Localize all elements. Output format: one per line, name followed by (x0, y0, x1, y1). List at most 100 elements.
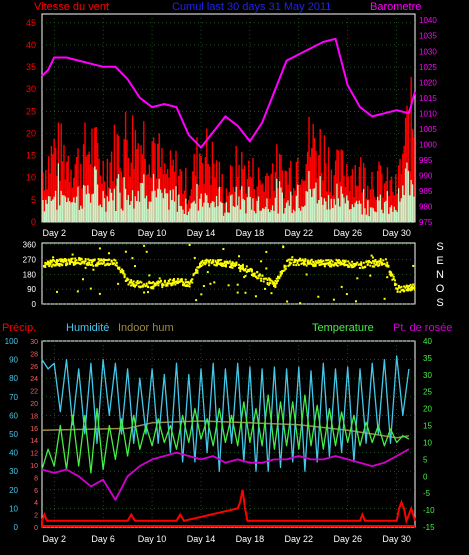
temp-tick-label: 35 (423, 354, 432, 363)
dir-point (106, 262, 109, 265)
dir-point (231, 262, 234, 265)
x-tick-label: Day 10 (138, 534, 167, 544)
dir-point (280, 270, 283, 273)
wind-tick-label: 20 (26, 128, 36, 138)
dir-point (342, 259, 344, 262)
dir-point (253, 274, 256, 277)
dir-point (301, 262, 304, 265)
dir-point (188, 282, 191, 285)
dir-point (247, 268, 250, 271)
dir-point (339, 261, 342, 264)
dir-point (114, 259, 117, 262)
dir-point (266, 283, 269, 286)
dir-point (76, 290, 79, 293)
x-tick-label: Day 14 (187, 228, 216, 238)
dir-point (236, 283, 239, 286)
dir-point (206, 259, 209, 262)
precip-tick-label: 16 (30, 426, 38, 433)
dir-point (373, 262, 376, 265)
dir-point (53, 264, 56, 267)
dir-point (221, 264, 224, 267)
dir-point (241, 263, 244, 266)
dir-point (286, 300, 289, 303)
dir-point (72, 263, 75, 266)
dir-point (378, 264, 381, 267)
dir-point (231, 264, 234, 267)
dir-point (377, 260, 380, 263)
dir-point (195, 268, 198, 271)
baro-tick-label: 1025 (419, 63, 437, 72)
dir-point (319, 263, 322, 266)
dir-point (173, 278, 175, 281)
dir-point (230, 262, 233, 265)
dir-point (228, 260, 231, 263)
dir-point (280, 272, 283, 275)
dir-point (335, 258, 338, 261)
dir-point (187, 281, 190, 284)
dir-point (390, 273, 393, 276)
dir-point (253, 272, 256, 275)
dir-point (357, 263, 360, 266)
dir-point (390, 271, 393, 274)
dir-point (262, 277, 265, 280)
dir-point (53, 259, 56, 262)
dir-point (44, 264, 47, 267)
dir-point (152, 281, 155, 284)
precip-tick-label: 2 (34, 513, 38, 520)
humidity-line (41, 355, 410, 472)
dir-point (201, 263, 204, 266)
dir-point (153, 283, 156, 286)
dir-point (258, 273, 261, 276)
dir-point (230, 263, 233, 266)
dir-point (78, 256, 81, 259)
dir-point (74, 261, 77, 264)
dir-point (313, 262, 316, 265)
dir-point (78, 262, 81, 265)
precip-tick-label: 24 (30, 376, 38, 383)
dir-point (215, 263, 218, 266)
temp-tick-label: 25 (423, 388, 432, 397)
dir-point (360, 261, 363, 264)
dir-point (364, 265, 367, 268)
dir-point (186, 284, 188, 287)
dir-point (87, 258, 90, 261)
dir-point (111, 263, 114, 266)
dir-point (215, 264, 218, 267)
dir-point (173, 279, 175, 282)
dir-point (365, 260, 368, 263)
dir-point (115, 264, 118, 267)
temp-tick-label: 5 (423, 455, 428, 464)
dir-point (225, 263, 227, 266)
dir-point (245, 270, 248, 273)
dir-point (366, 260, 369, 263)
dir-point (323, 264, 326, 267)
dir-point (179, 278, 182, 281)
dir-point (370, 254, 373, 257)
dir-point (205, 258, 208, 261)
wind-tick-label: 25 (26, 106, 36, 116)
dir-point (296, 262, 299, 265)
dir-point (395, 283, 398, 286)
dir-point (310, 258, 313, 261)
dir-point (83, 262, 86, 265)
dir-point (361, 266, 364, 269)
dir-point (119, 270, 122, 273)
dir-point (329, 265, 331, 268)
dir-point (121, 270, 123, 273)
dir-point (170, 282, 173, 285)
dir-point (231, 261, 234, 264)
wind-tick-label: 40 (26, 40, 36, 50)
dir-point (278, 277, 281, 280)
dir-point (204, 259, 207, 262)
dir-point (314, 260, 317, 263)
dir-point (136, 279, 139, 282)
dir-point (239, 266, 242, 269)
dir-point (213, 263, 216, 266)
dir-point (123, 273, 126, 276)
dir-point (139, 286, 142, 289)
dir-point (113, 262, 116, 265)
dir-point (312, 260, 315, 263)
dir-point (360, 262, 363, 265)
dir-point (342, 263, 344, 266)
x-tick-label: Day 26 (333, 534, 362, 544)
